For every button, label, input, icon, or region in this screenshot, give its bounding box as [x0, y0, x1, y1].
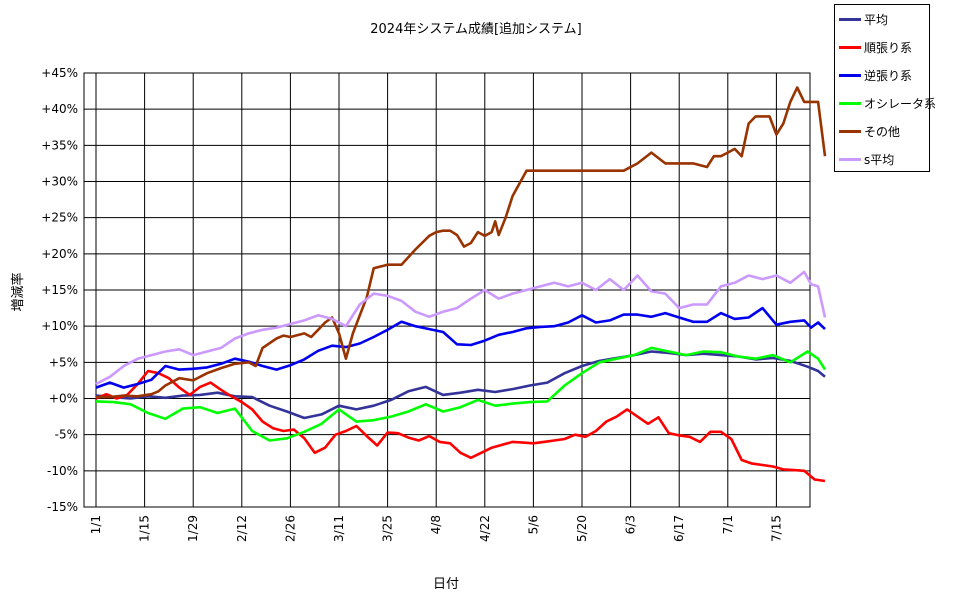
- legend-item: 平均: [839, 11, 888, 27]
- series-line: [95, 346, 827, 442]
- x-tick-label: 5/20: [575, 515, 589, 542]
- legend-label: オシレータ系: [864, 96, 937, 111]
- x-tick-label: 4/8: [429, 515, 443, 534]
- x-tick-label: 5/6: [526, 515, 540, 534]
- legend-swatch: [839, 101, 861, 105]
- y-tick-label: +0%: [49, 392, 78, 406]
- legend-label: その他: [864, 124, 901, 139]
- x-tick-label: 2/26: [283, 515, 297, 542]
- chart-title: 2024年システム成績[追加システム]: [370, 21, 581, 37]
- x-tick-label: 7/15: [769, 515, 783, 542]
- x-tick-label: 7/1: [721, 515, 735, 534]
- y-tick-label: -15%: [47, 500, 78, 514]
- grid: [84, 73, 810, 507]
- x-axis-label: 日付: [433, 577, 459, 592]
- legend-swatch: [839, 129, 861, 133]
- legend-item: その他: [839, 123, 900, 139]
- legend-item: 順張り系: [839, 39, 912, 55]
- y-axis: +45% +40% +35% +30% +25% +20% +15% +10% +5% +0% -5…: [41, 66, 78, 514]
- series-lines: [95, 86, 827, 483]
- x-tick-label: 6/3: [624, 515, 638, 534]
- x-axis: 1/1 1/15 1/29 2/12 2/26 3/11 3/25 4/8 4/22 5/6 5/2…: [89, 515, 783, 542]
- x-tick-label: 3/11: [332, 515, 346, 542]
- series-line: [95, 270, 827, 386]
- y-tick-label: +45%: [41, 66, 78, 80]
- legend-item: s平均: [839, 151, 894, 167]
- x-tick-label: 4/22: [478, 515, 492, 542]
- y-tick-label: +5%: [49, 355, 78, 369]
- y-tick-label: +10%: [41, 319, 78, 333]
- x-tick-label: 3/25: [381, 515, 395, 542]
- x-tick-label: 1/15: [138, 515, 152, 542]
- x-tick-label: 2/12: [235, 515, 249, 542]
- legend: 平均順張り系逆張り系オシレータ系 その他 s平均: [834, 4, 936, 172]
- series-line: [95, 350, 826, 420]
- legend-swatch: [839, 73, 861, 77]
- y-tick-label: +40%: [41, 102, 78, 116]
- y-tick-label: +35%: [41, 138, 78, 152]
- y-tick-label: -10%: [47, 464, 78, 478]
- y-tick-label: +30%: [41, 175, 78, 189]
- y-tick-label: +20%: [41, 247, 78, 261]
- legend-item: オシレータ系: [839, 95, 936, 111]
- legend-label: 逆張り系: [864, 68, 913, 83]
- series-line: [96, 86, 827, 399]
- x-tick-label: 6/17: [672, 515, 686, 542]
- series-line: [95, 369, 826, 483]
- legend-label: 平均: [864, 12, 889, 27]
- legend-label: 順張り系: [864, 40, 913, 55]
- series-line: [95, 306, 826, 389]
- x-tick-label: 1/1: [89, 515, 103, 534]
- y-tick-label: +25%: [41, 211, 78, 225]
- legend-label: s平均: [864, 152, 895, 167]
- legend-swatch: [839, 45, 861, 49]
- y-axis-label: 増減率: [10, 272, 26, 311]
- legend-swatch: [839, 17, 861, 21]
- x-tick-label: 1/29: [186, 515, 200, 542]
- y-tick-label: +15%: [41, 283, 78, 297]
- legend-item: 逆張り系: [839, 67, 912, 83]
- y-tick-label: -5%: [55, 428, 78, 442]
- legend-swatch: [839, 157, 861, 161]
